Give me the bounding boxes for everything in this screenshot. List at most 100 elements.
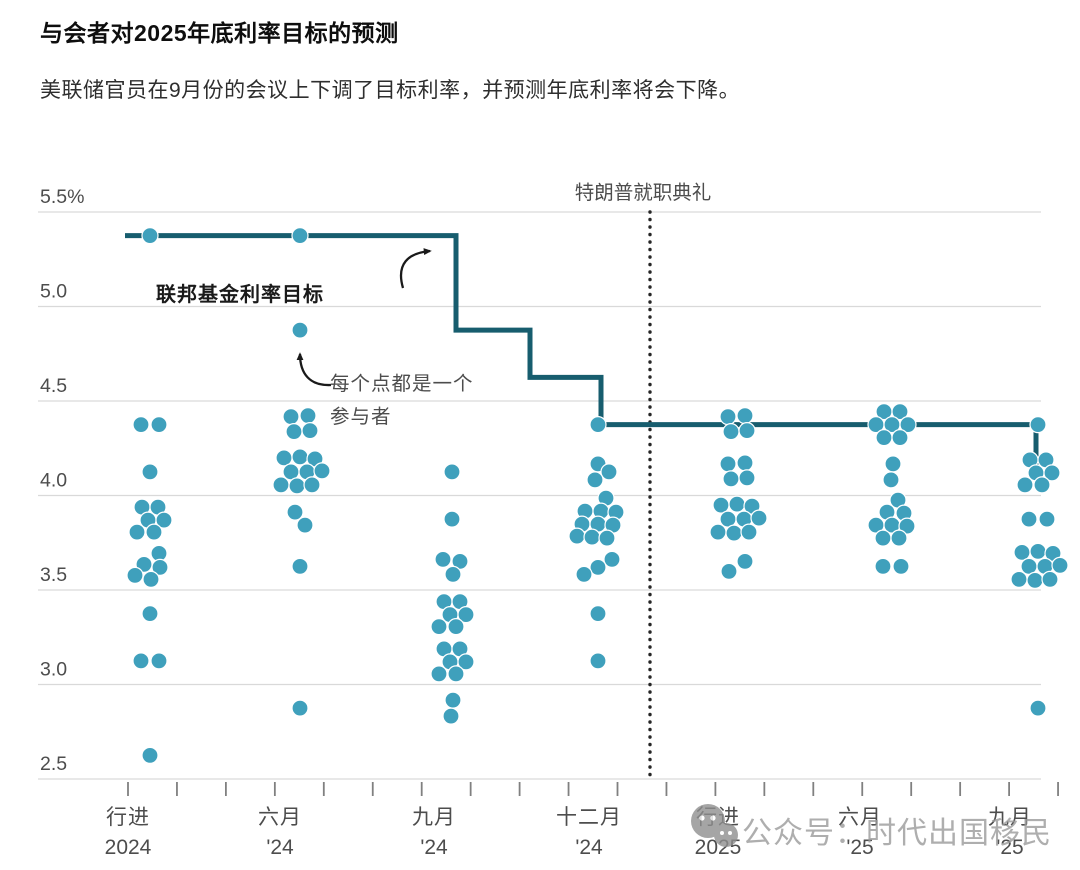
x-label-year: '24 [420,836,448,859]
participant-dot [891,429,909,447]
participant-dot [882,471,900,489]
participant-dot [1029,416,1047,434]
participant-dot [291,321,309,339]
participant-dot [719,455,737,473]
participant-dot [719,408,737,426]
x-label-year: 2024 [105,836,152,859]
participant-dot [282,408,300,426]
participant-dot [443,463,461,481]
participant-dot [736,407,754,425]
participant-dot [589,558,607,576]
participant-dot [141,605,159,623]
participant-dot [738,422,756,440]
participant-dot [434,550,452,568]
participant-dot [141,746,159,764]
participant-dot [586,471,604,489]
participant-dot [430,665,448,683]
participant-dot [722,470,740,488]
participant-dot [874,529,892,547]
participant-dot [600,463,618,481]
participant-dot [575,565,593,583]
annotations: 特朗普就职典礼 联邦基金利率目标 每个点都是一个 参与者 [156,182,711,432]
participant-dot [874,557,892,575]
x-label-year: '24 [266,836,294,859]
participant-dot [568,527,586,545]
participant-dot [740,523,758,541]
participant-dot [272,476,290,494]
y-tick-label: 5.0 [40,281,67,303]
participant-dot [447,665,465,683]
rate-line-label: 联邦基金利率目标 [156,282,324,306]
page-subtitle: 美联储官员在9月份的会议上下调了目标利率，并预测年底利率将会下降。 [40,79,741,102]
participant-dot [151,558,169,576]
participant-dot [126,566,144,584]
x-label-month: 六月 [838,806,882,829]
y-tick-label: 4.5 [40,375,67,397]
participant-dot [890,529,908,547]
x-label-month: 九月 [988,806,1032,829]
participant-dot [598,529,616,547]
participant-dot [736,454,754,472]
x-label-month: 九月 [412,806,456,829]
arrow-to-rate-line [400,248,432,289]
participant-dot [725,524,743,542]
participant-dot [898,517,916,535]
participant-dot [443,510,461,528]
participant-dot [128,523,146,541]
participant-dot [709,523,727,541]
x-label-month: 十二月 [556,806,622,829]
participant-dot [1029,542,1047,560]
participant-dot [451,552,469,570]
participant-dot [589,605,607,623]
arrow-to-participant-dot [296,352,332,387]
participant-dot [291,699,309,717]
y-tick-label: 5.5% [40,186,84,208]
participant-dot [1020,510,1038,528]
participant-dot [291,448,309,466]
participant-dot [722,423,740,441]
participant-dot [720,562,738,580]
participant-dot [141,227,159,245]
participant-dot [291,227,309,245]
participant-dot [728,495,746,513]
participant-dot [150,652,168,670]
participant-dot [288,477,306,495]
watermark-text: 公众号：时代出国移民 [742,817,1052,850]
participant-dot [750,509,768,527]
participant-dot [738,469,756,487]
participant-dot [303,476,321,494]
participant-dot [736,552,754,570]
participant-dot [150,416,168,434]
participant-dot [1041,570,1059,588]
y-tick-label: 4.0 [40,470,67,492]
participant-dot [444,565,462,583]
x-label-year: '25 [846,836,873,859]
participant-dot [313,462,331,480]
participant-dot [1043,464,1061,482]
participant-dot [457,606,475,624]
participant-dot [132,416,150,434]
y-tick-label: 3.0 [40,659,67,681]
participant-dot [1026,571,1044,589]
participant-dot [430,618,448,636]
participant-dot [132,652,150,670]
x-label-year: '24 [575,836,603,859]
participant-dot [291,557,309,575]
dot-note-line1: 每个点都是一个 [330,373,474,395]
participant-dot [155,511,173,529]
x-label-year: '25 [996,836,1023,859]
participant-dot [299,407,317,425]
participant-dot [141,463,159,481]
participant-dot [442,707,460,725]
participant-dot [301,422,319,440]
participant-dot [884,455,902,473]
participant-dot [1051,556,1069,574]
wechat-bubbles-icon [691,804,738,847]
participant-dot [1033,476,1051,494]
x-label-month: 六月 [258,806,302,829]
participant-dot [145,523,163,541]
participant-dot [603,550,621,568]
